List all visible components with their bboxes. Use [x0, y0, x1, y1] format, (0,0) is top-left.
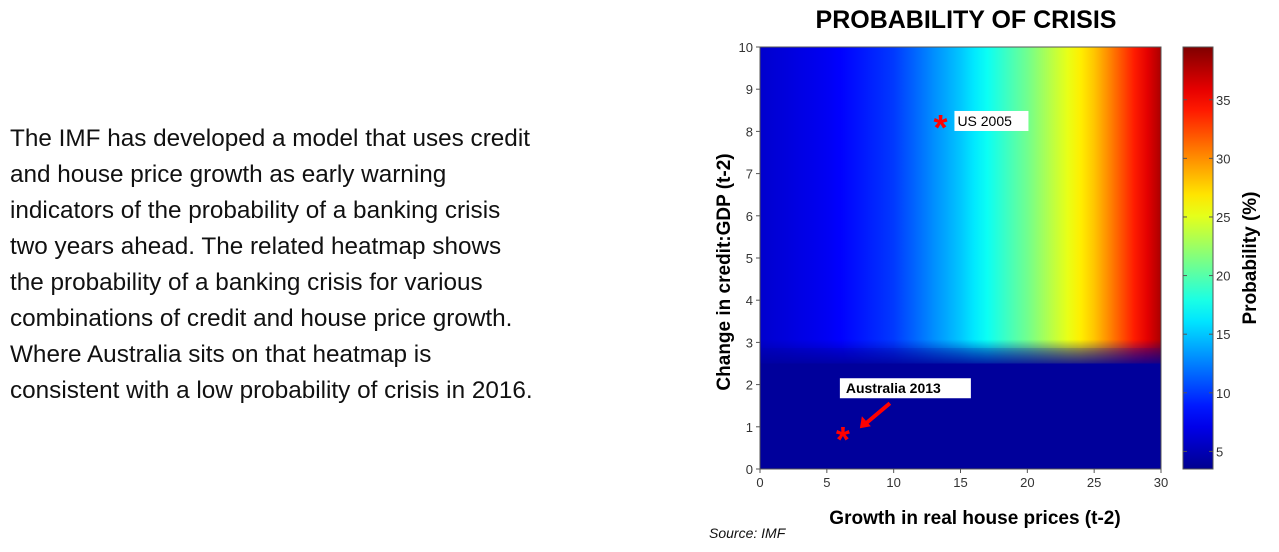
y-tick-label: 7 — [746, 167, 753, 182]
x-axis-label: Growth in real house prices (t-2) — [829, 508, 1120, 529]
annotation-marker: * — [836, 419, 850, 460]
colorbar-tick-label: 25 — [1216, 210, 1230, 225]
colorbar-label: Probability (%) — [1240, 191, 1261, 324]
annotations: * US 2005 * Australia 2013 — [836, 107, 1029, 460]
body-text: The IMF has developed a model that uses … — [10, 125, 533, 404]
y-axis: 0 1 2 3 4 5 6 7 8 9 10 — [739, 40, 760, 477]
y-axis-label: Change in credit:GDP (t-2) — [714, 153, 735, 390]
x-tick-label: 0 — [756, 475, 763, 490]
annotation-arrow-head — [859, 416, 871, 429]
annotation-label-box — [954, 110, 1029, 131]
annotation-label: Australia 2013 — [846, 380, 941, 396]
y-tick-label: 2 — [746, 378, 753, 393]
x-axis: 0 5 10 15 20 25 30 — [756, 469, 1168, 490]
colorbar-tick-label: 35 — [1216, 93, 1230, 108]
x-tick-label: 10 — [886, 475, 900, 490]
colorbar-axis: 5 10 15 20 25 30 35 — [1183, 93, 1230, 459]
y-tick-label: 3 — [746, 335, 753, 350]
colorbar-tick-label: 30 — [1216, 151, 1230, 166]
colorbar — [1182, 46, 1214, 470]
y-tick-label: 8 — [746, 124, 753, 139]
heatmap-plot-area — [760, 47, 1161, 469]
annotation-label: US 2005 — [957, 113, 1012, 129]
x-tick-label: 25 — [1087, 475, 1101, 490]
y-tick-label: 9 — [746, 82, 753, 97]
y-tick-label: 10 — [739, 40, 753, 55]
y-tick-label: 4 — [746, 293, 753, 308]
x-tick-label: 20 — [1020, 475, 1034, 490]
x-tick-label: 15 — [953, 475, 967, 490]
y-tick-label: 5 — [746, 251, 753, 266]
y-tick-label: 6 — [746, 209, 753, 224]
y-tick-label: 1 — [746, 420, 753, 435]
annotation-label-box — [839, 378, 971, 399]
heatmap-blur-band — [760, 349, 1161, 364]
x-tick-label: 30 — [1154, 475, 1168, 490]
source-note: Source: IMF — [709, 525, 786, 541]
annotation-marker: * — [933, 107, 947, 148]
colorbar-tick-label: 20 — [1216, 269, 1230, 284]
colorbar-tick-label: 10 — [1216, 386, 1230, 401]
chart-title: PROBABILITY OF CRISIS — [816, 6, 1117, 34]
colorbar-tick-label: 15 — [1216, 327, 1230, 342]
y-tick-label: 0 — [746, 462, 753, 477]
x-tick-label: 5 — [823, 475, 830, 490]
heatmap-high-credit-region — [760, 47, 1161, 364]
annotation-arrow — [863, 401, 892, 426]
colorbar-tick-label: 5 — [1216, 444, 1223, 459]
